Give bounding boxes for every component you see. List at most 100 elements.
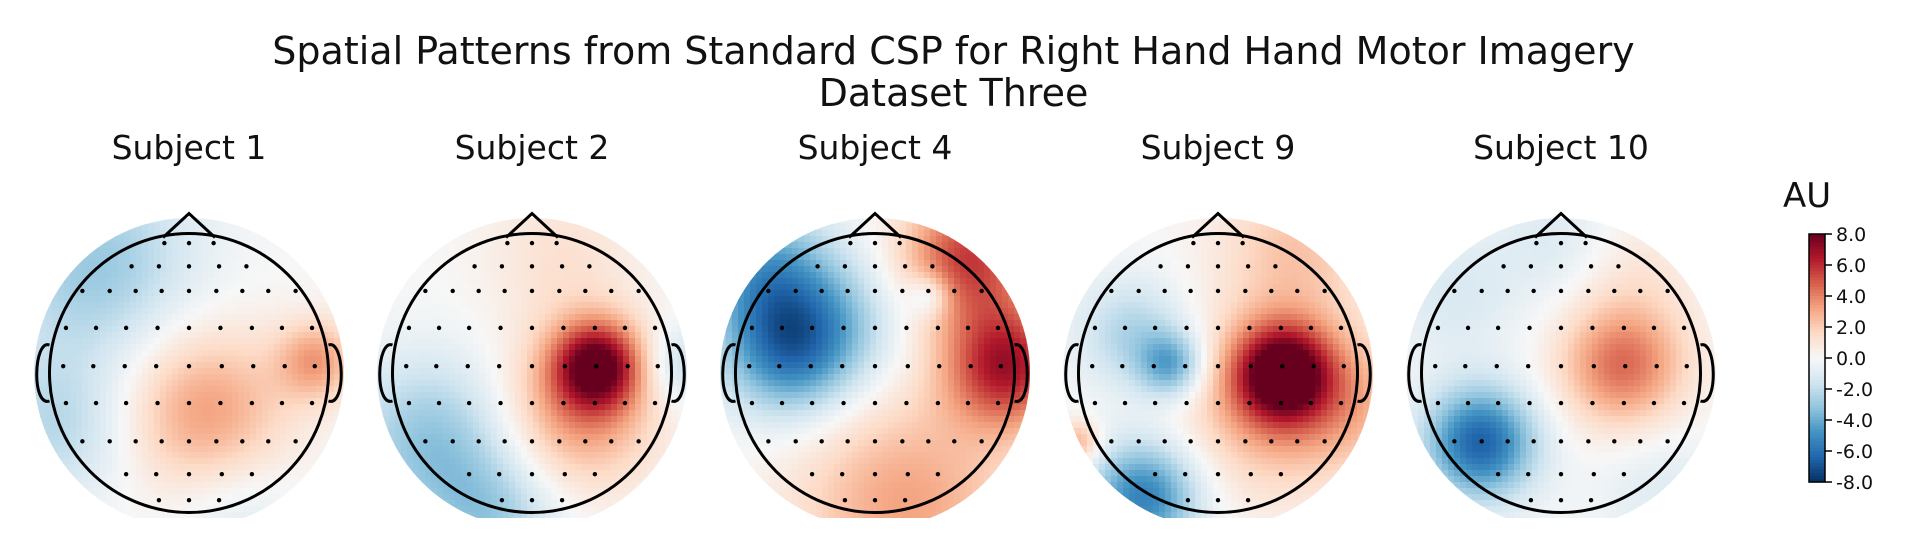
electrode-dot (1616, 264, 1621, 269)
electrode-dot (1665, 439, 1670, 444)
electrode-dot (1612, 439, 1617, 444)
electrode-dot (930, 264, 935, 269)
electrode-dot (594, 363, 599, 369)
electrode-dot (1591, 363, 1597, 369)
electrode-dot (498, 325, 503, 331)
electrode-dot (1269, 439, 1274, 444)
electrode-dot (839, 363, 845, 369)
electrode-dot (935, 400, 941, 406)
electrode-dot (1120, 363, 1125, 369)
electrode-dot (1341, 363, 1346, 369)
electrode-dot (61, 363, 66, 369)
electrode-dot (472, 264, 477, 269)
electrode-dot (1092, 325, 1098, 331)
electrode-dot (872, 439, 878, 444)
electrode-dot (122, 363, 127, 369)
electrode-dot (872, 471, 878, 477)
electrode-dot (1528, 264, 1534, 269)
electrode-dot (123, 471, 129, 477)
electrode-dot (214, 288, 219, 294)
electrode-dot (156, 264, 162, 269)
electrode-dot (872, 325, 878, 331)
nose-outline (161, 211, 217, 239)
electrode-dot (476, 439, 481, 444)
electrode-dot (1558, 325, 1564, 331)
electrode-dot (159, 439, 164, 444)
electrode-dot (636, 439, 641, 444)
electrode-dot (1433, 363, 1438, 369)
electrode-dot (779, 400, 785, 406)
electrode-dot (562, 471, 568, 477)
colorbar-tick-label: -6.0 (1836, 441, 1873, 463)
electrode-dot (1090, 363, 1095, 369)
electrode-dot (1586, 288, 1591, 294)
electrode-dot (1248, 363, 1254, 369)
electrode-dot (404, 363, 409, 369)
electrode-dot (186, 325, 192, 331)
electrode-dot (1308, 400, 1314, 406)
electrode-dot (557, 439, 562, 444)
electrode-dot (266, 288, 271, 294)
electrode-dot (186, 240, 192, 246)
electrode-dot (554, 240, 559, 246)
electrode-dot (1534, 240, 1539, 246)
colorbar-label: AU (1783, 176, 1832, 216)
electrode-dot (434, 363, 439, 369)
colorbar-tick-label: 8.0 (1836, 224, 1866, 246)
electrode-dot (186, 439, 192, 444)
head-outline (48, 232, 330, 514)
electrode-dot (559, 497, 565, 503)
electrode-dot (557, 288, 562, 294)
electrode-dot (1681, 400, 1687, 406)
electrode-dot (1243, 288, 1248, 294)
electrode-dot (1247, 325, 1252, 331)
electrode-dot (216, 497, 222, 503)
nose-outline (1190, 211, 1246, 239)
electrode-dot (819, 288, 824, 294)
electrode-dot (926, 288, 931, 294)
electrode-dot (905, 471, 911, 477)
electrode-dot (309, 400, 315, 406)
electrode-dot (1495, 325, 1501, 331)
electrode-dot (1479, 439, 1484, 444)
topomap-4 (1063, 211, 1373, 518)
electrode-dot (466, 471, 472, 477)
electrode-dot (1273, 264, 1278, 269)
left-ear-outline (1064, 343, 1080, 403)
electrode-dot (529, 240, 535, 246)
electrode-dot (841, 325, 846, 331)
right-ear-outline (327, 343, 343, 403)
electrode-dot (279, 325, 285, 331)
electrode-dot (186, 288, 192, 294)
electrode-dot (1590, 400, 1595, 406)
topomap-panel-2: Subject 2 (367, 128, 697, 543)
electrode-dot (902, 264, 908, 269)
electrode-dot (465, 363, 470, 369)
electrode-dot (935, 325, 941, 331)
topomap-2 (377, 211, 687, 518)
electrode-dot (1215, 497, 1221, 503)
electrode-dot (592, 325, 598, 331)
electrode-dot (1558, 264, 1564, 269)
electrode-dot (609, 439, 614, 444)
electrode-dot (1248, 471, 1254, 477)
topomap-5 (1406, 211, 1716, 518)
electrode-dot (1621, 400, 1627, 406)
electrode-dot (561, 325, 566, 331)
electrode-dot (592, 471, 598, 477)
electrode-dot (1665, 288, 1670, 294)
electrode-dot (1215, 439, 1221, 444)
electrode-dot (450, 439, 455, 444)
electrode-dot (153, 471, 159, 477)
electrode-dot (436, 325, 442, 331)
electrode-dot (779, 325, 785, 331)
electrode-dot (498, 400, 503, 406)
electrode-dot (809, 325, 815, 331)
topomap-panel-3: Subject 4 (710, 128, 1040, 543)
electrode-dot (406, 325, 412, 331)
electrode-dot (1188, 288, 1193, 294)
electrode-dot (156, 497, 162, 503)
electrode-dot (123, 400, 129, 406)
nose-outline (504, 211, 560, 239)
electrode-dot (1591, 471, 1597, 477)
